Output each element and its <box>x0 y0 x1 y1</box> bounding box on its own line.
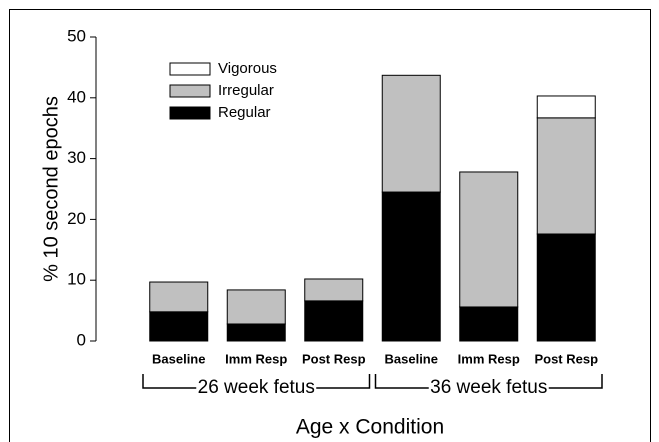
bar-segment <box>149 311 209 342</box>
bar-segment <box>381 191 441 342</box>
group-label: 26 week fetus <box>198 377 315 398</box>
legend-label: Irregular <box>218 82 274 99</box>
x-tick-label: Imm Resp <box>458 351 520 366</box>
bar-segment <box>459 171 519 308</box>
group-bracket <box>374 374 603 389</box>
bar-segment <box>459 306 519 342</box>
bar-segment <box>304 300 364 342</box>
y-tick-label: 10 <box>67 270 86 289</box>
y-tick-label: 30 <box>67 148 86 167</box>
bar-segment <box>536 233 596 342</box>
y-axis-label: % 10 second epochs <box>40 96 62 282</box>
x-tick-label: Baseline <box>385 351 438 366</box>
bar-segment <box>304 278 364 302</box>
legend-swatch <box>169 106 211 120</box>
y-tick-label: 0 <box>77 330 86 349</box>
legend-swatch <box>169 62 211 76</box>
legend-swatch <box>169 84 211 98</box>
y-tick-label: 50 <box>67 26 86 45</box>
legend-label: Regular <box>218 104 271 121</box>
x-axis-label: Age x Condition <box>296 416 444 439</box>
bar-segment <box>536 117 596 235</box>
group-bracket <box>142 374 371 389</box>
y-tick-label: 40 <box>67 87 86 106</box>
legend-label: Vigorous <box>218 60 277 77</box>
group-label: 36 week fetus <box>430 377 547 398</box>
bar-segment <box>536 95 596 119</box>
bar-segment <box>226 289 286 325</box>
frame <box>9 9 651 442</box>
x-tick-label: Baseline <box>152 351 205 366</box>
bar-segment <box>381 74 441 193</box>
x-tick-label: Post Resp <box>302 351 366 366</box>
x-tick-label: Post Resp <box>534 351 598 366</box>
y-tick-label: 20 <box>67 209 86 228</box>
bar-segment <box>149 281 209 313</box>
bar-segment <box>226 323 286 342</box>
x-tick-label: Imm Resp <box>225 351 287 366</box>
